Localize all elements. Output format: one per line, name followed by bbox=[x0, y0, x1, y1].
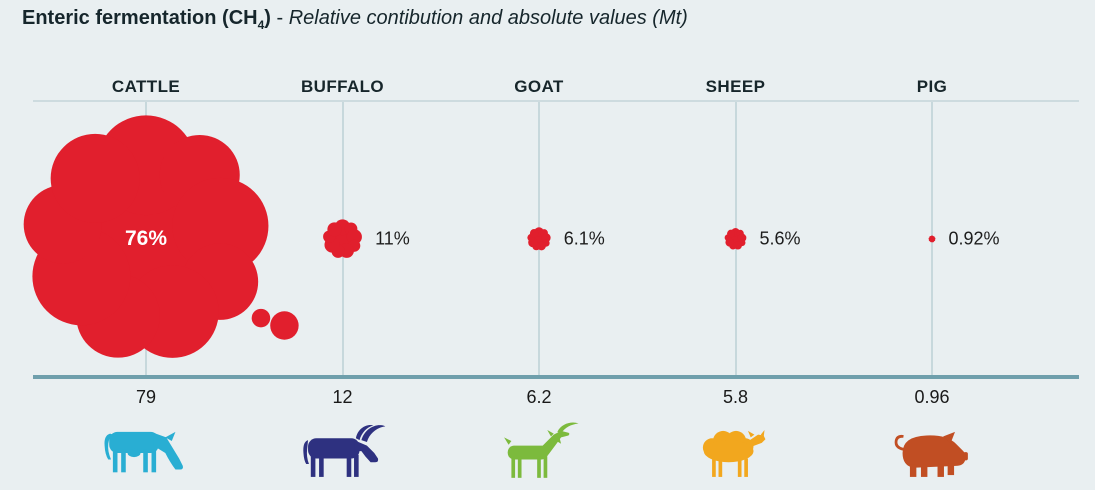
value-label-pig: 0.96 bbox=[914, 387, 950, 407]
pig-icon bbox=[894, 431, 968, 477]
percent-label-sheep: 5.6% bbox=[759, 228, 801, 249]
value-label-buffalo: 12 bbox=[332, 387, 353, 407]
bubble-cattle bbox=[23, 115, 299, 358]
percent-label-goat: 6.1% bbox=[563, 228, 605, 249]
category-label-goat: GOAT bbox=[514, 77, 564, 96]
bottom-axis-line bbox=[33, 375, 1079, 379]
sheep-icon bbox=[702, 430, 765, 477]
chart-title-subscript: 4 bbox=[257, 18, 265, 32]
category-label-buffalo: BUFFALO bbox=[300, 77, 385, 96]
value-label-sheep: 5.8 bbox=[722, 387, 749, 407]
chart-subtitle-italic: Relative contibution and absolute values… bbox=[288, 7, 688, 29]
bubble-goat bbox=[527, 227, 551, 251]
value-label-cattle: 79 bbox=[135, 387, 157, 407]
top-axis-line bbox=[33, 100, 1079, 102]
bubble-buffalo bbox=[323, 219, 362, 258]
chart-title-bold: Enteric fermentation (CH bbox=[22, 7, 258, 29]
goat-icon bbox=[504, 422, 579, 478]
bubble-sheep bbox=[724, 228, 747, 250]
percent-label-cattle: 76% bbox=[124, 227, 168, 250]
chart-title: Enteric fermentation (CH4) - Relative co… bbox=[22, 7, 688, 32]
bubble-pig bbox=[928, 235, 936, 243]
chart-title-bold-close: ) bbox=[264, 7, 271, 29]
percent-label-buffalo: 11% bbox=[375, 228, 410, 249]
value-label-goat: 6.2 bbox=[526, 387, 552, 407]
chart-title-separator: - bbox=[270, 7, 289, 29]
category-label-sheep: SHEEP bbox=[705, 77, 766, 96]
buffalo-icon bbox=[302, 425, 385, 477]
category-label-cattle: CATTLE bbox=[111, 77, 181, 96]
percent-label-pig: 0.92% bbox=[948, 228, 1000, 249]
category-label-pig: PIG bbox=[916, 77, 948, 96]
cattle-icon bbox=[104, 431, 183, 473]
